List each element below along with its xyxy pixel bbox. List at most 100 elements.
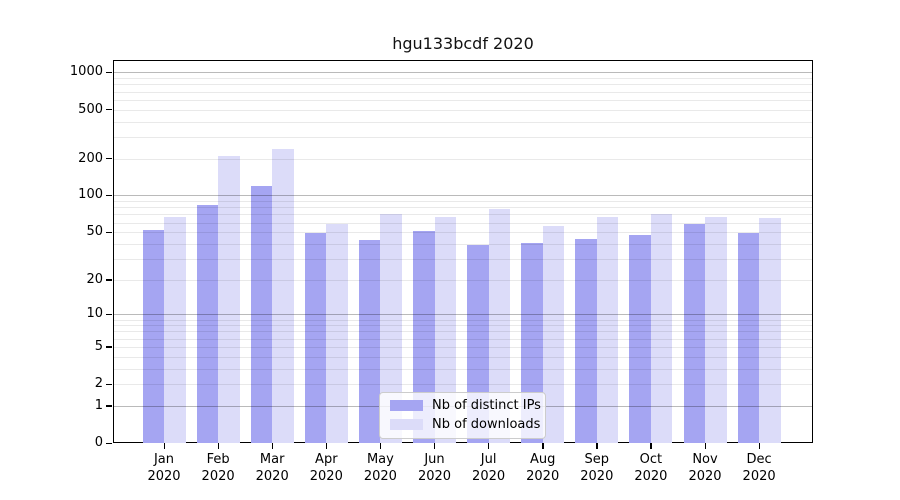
x-axis-tick [379, 443, 382, 449]
x-axis-tick [596, 443, 598, 449]
bar-distinct-ips-feb [196, 204, 219, 443]
chart-title: hgu133bcdf 2020 [392, 34, 534, 53]
month-label: Jun [424, 452, 445, 467]
year-label: 2020 [472, 469, 506, 484]
month-label: May [366, 452, 394, 467]
year-label: 2020 [634, 469, 668, 484]
bar-distinct-ips-nov [683, 224, 705, 443]
month-label: Dec [746, 452, 772, 467]
y-axis-tick [106, 109, 112, 111]
y-axis-tick [106, 383, 112, 385]
year-label: 2020 [201, 469, 235, 484]
x-axis-tick [325, 443, 328, 449]
bar-distinct-ips-may [358, 240, 381, 443]
bar-distinct-ips-jan [142, 230, 164, 443]
bar-distinct-ips-oct [629, 235, 651, 443]
bar-downloads-nov [705, 217, 727, 443]
y-axis-tick [106, 279, 112, 281]
y-axis-tick [106, 71, 112, 74]
y-axis-tick-label: 500 [78, 101, 103, 117]
legend-item-downloads: Nb of downloads [390, 418, 540, 431]
x-axis-tick-label: Sep 2020 [565, 451, 629, 485]
downloads-swatch-icon [390, 419, 423, 430]
year-label: 2020 [526, 469, 560, 484]
year-label: 2020 [363, 469, 397, 484]
x-axis-tick [704, 443, 706, 449]
month-label: Aug [529, 452, 556, 467]
year-label: 2020 [742, 469, 776, 484]
y-axis-tick-label: 2 [94, 376, 103, 392]
bar-downloads-apr [326, 224, 348, 443]
x-axis-tick-label: Aug 2020 [511, 451, 575, 485]
bar-downloads-jul [488, 208, 511, 443]
year-label: 2020 [417, 469, 452, 484]
x-axis-tick [163, 443, 165, 449]
y-axis-tick-label: 100 [78, 187, 103, 203]
bar-downloads-dec [759, 218, 781, 443]
y-axis-tick-label: 50 [86, 224, 103, 240]
month-label: Oct [639, 452, 663, 467]
bar-downloads-oct [650, 214, 673, 443]
month-label: Jan [153, 452, 175, 467]
year-label: 2020 [255, 469, 289, 484]
bar-downloads-aug [542, 226, 565, 443]
x-axis-tick-label: Nov 2020 [673, 451, 737, 485]
year-label: 2020 [147, 469, 181, 484]
bar-downloads-sep [596, 217, 619, 443]
bar-distinct-ips-mar [250, 185, 273, 443]
month-label: Feb [206, 452, 230, 467]
y-axis-tick [106, 231, 112, 233]
x-axis-tick-label: May 2020 [348, 451, 412, 485]
bar-distinct-ips-apr [304, 233, 327, 443]
x-axis-tick-label: Jul 2020 [457, 451, 521, 485]
x-axis-tick [434, 443, 436, 449]
year-label: 2020 [309, 469, 343, 484]
y-axis-tick-label: 5 [94, 338, 103, 354]
y-axis-tick-label: 1000 [69, 64, 103, 80]
bar-downloads-jan [164, 217, 186, 443]
x-axis-tick-label: Dec 2020 [727, 451, 791, 485]
legend-label-distinct-ips: Nb of distinct IPs [432, 398, 541, 413]
y-axis-tick-label: 200 [78, 150, 103, 166]
month-label: Jul [480, 452, 497, 467]
x-axis-tick [758, 443, 760, 449]
y-axis-tick [106, 442, 112, 444]
y-axis-tick [106, 346, 112, 348]
month-label: Sep [584, 452, 610, 467]
y-axis-tick-label: 0 [94, 435, 103, 450]
legend: Nb of distinct IPs Nb of downloads [379, 392, 546, 439]
month-label: Nov [692, 452, 718, 467]
x-axis-tick-label: Jan 2020 [132, 451, 196, 485]
x-axis-tick-label: Jun 2020 [403, 451, 467, 485]
bar-downloads-may [380, 214, 402, 443]
x-axis-tick-label: Mar 2020 [240, 451, 304, 485]
x-axis-tick-label: Feb 2020 [186, 451, 250, 485]
y-axis-tick [106, 405, 112, 407]
y-axis-tick [106, 194, 112, 197]
bar-downloads-jun [434, 216, 456, 443]
x-axis-tick [217, 443, 219, 449]
bar-distinct-ips-sep [575, 238, 597, 443]
bar-downloads-mar [272, 148, 294, 443]
x-axis-tick [650, 443, 652, 449]
x-axis-tick [488, 443, 490, 449]
bar-distinct-ips-jun [413, 231, 435, 443]
x-axis-tick-label: Apr 2020 [294, 451, 358, 485]
distinct-ips-swatch-icon [390, 400, 423, 411]
x-axis-tick [271, 443, 274, 449]
y-axis-tick [106, 313, 112, 316]
legend-item-distinct-ips: Nb of distinct IPs [390, 399, 541, 412]
x-axis-tick-label: Oct 2020 [619, 451, 683, 485]
bar-distinct-ips-dec [737, 233, 760, 443]
year-label: 2020 [580, 469, 614, 484]
y-axis-tick-label: 1 [94, 397, 103, 413]
year-label: 2020 [688, 469, 722, 484]
legend-label-downloads: Nb of downloads [432, 417, 541, 432]
bar-downloads-feb [218, 155, 240, 443]
y-axis-tick-label: 20 [86, 271, 103, 287]
y-axis-tick-label: 10 [86, 306, 103, 322]
y-axis-tick [106, 158, 112, 160]
month-label: Mar [259, 452, 285, 467]
month-label: Apr [315, 452, 338, 467]
